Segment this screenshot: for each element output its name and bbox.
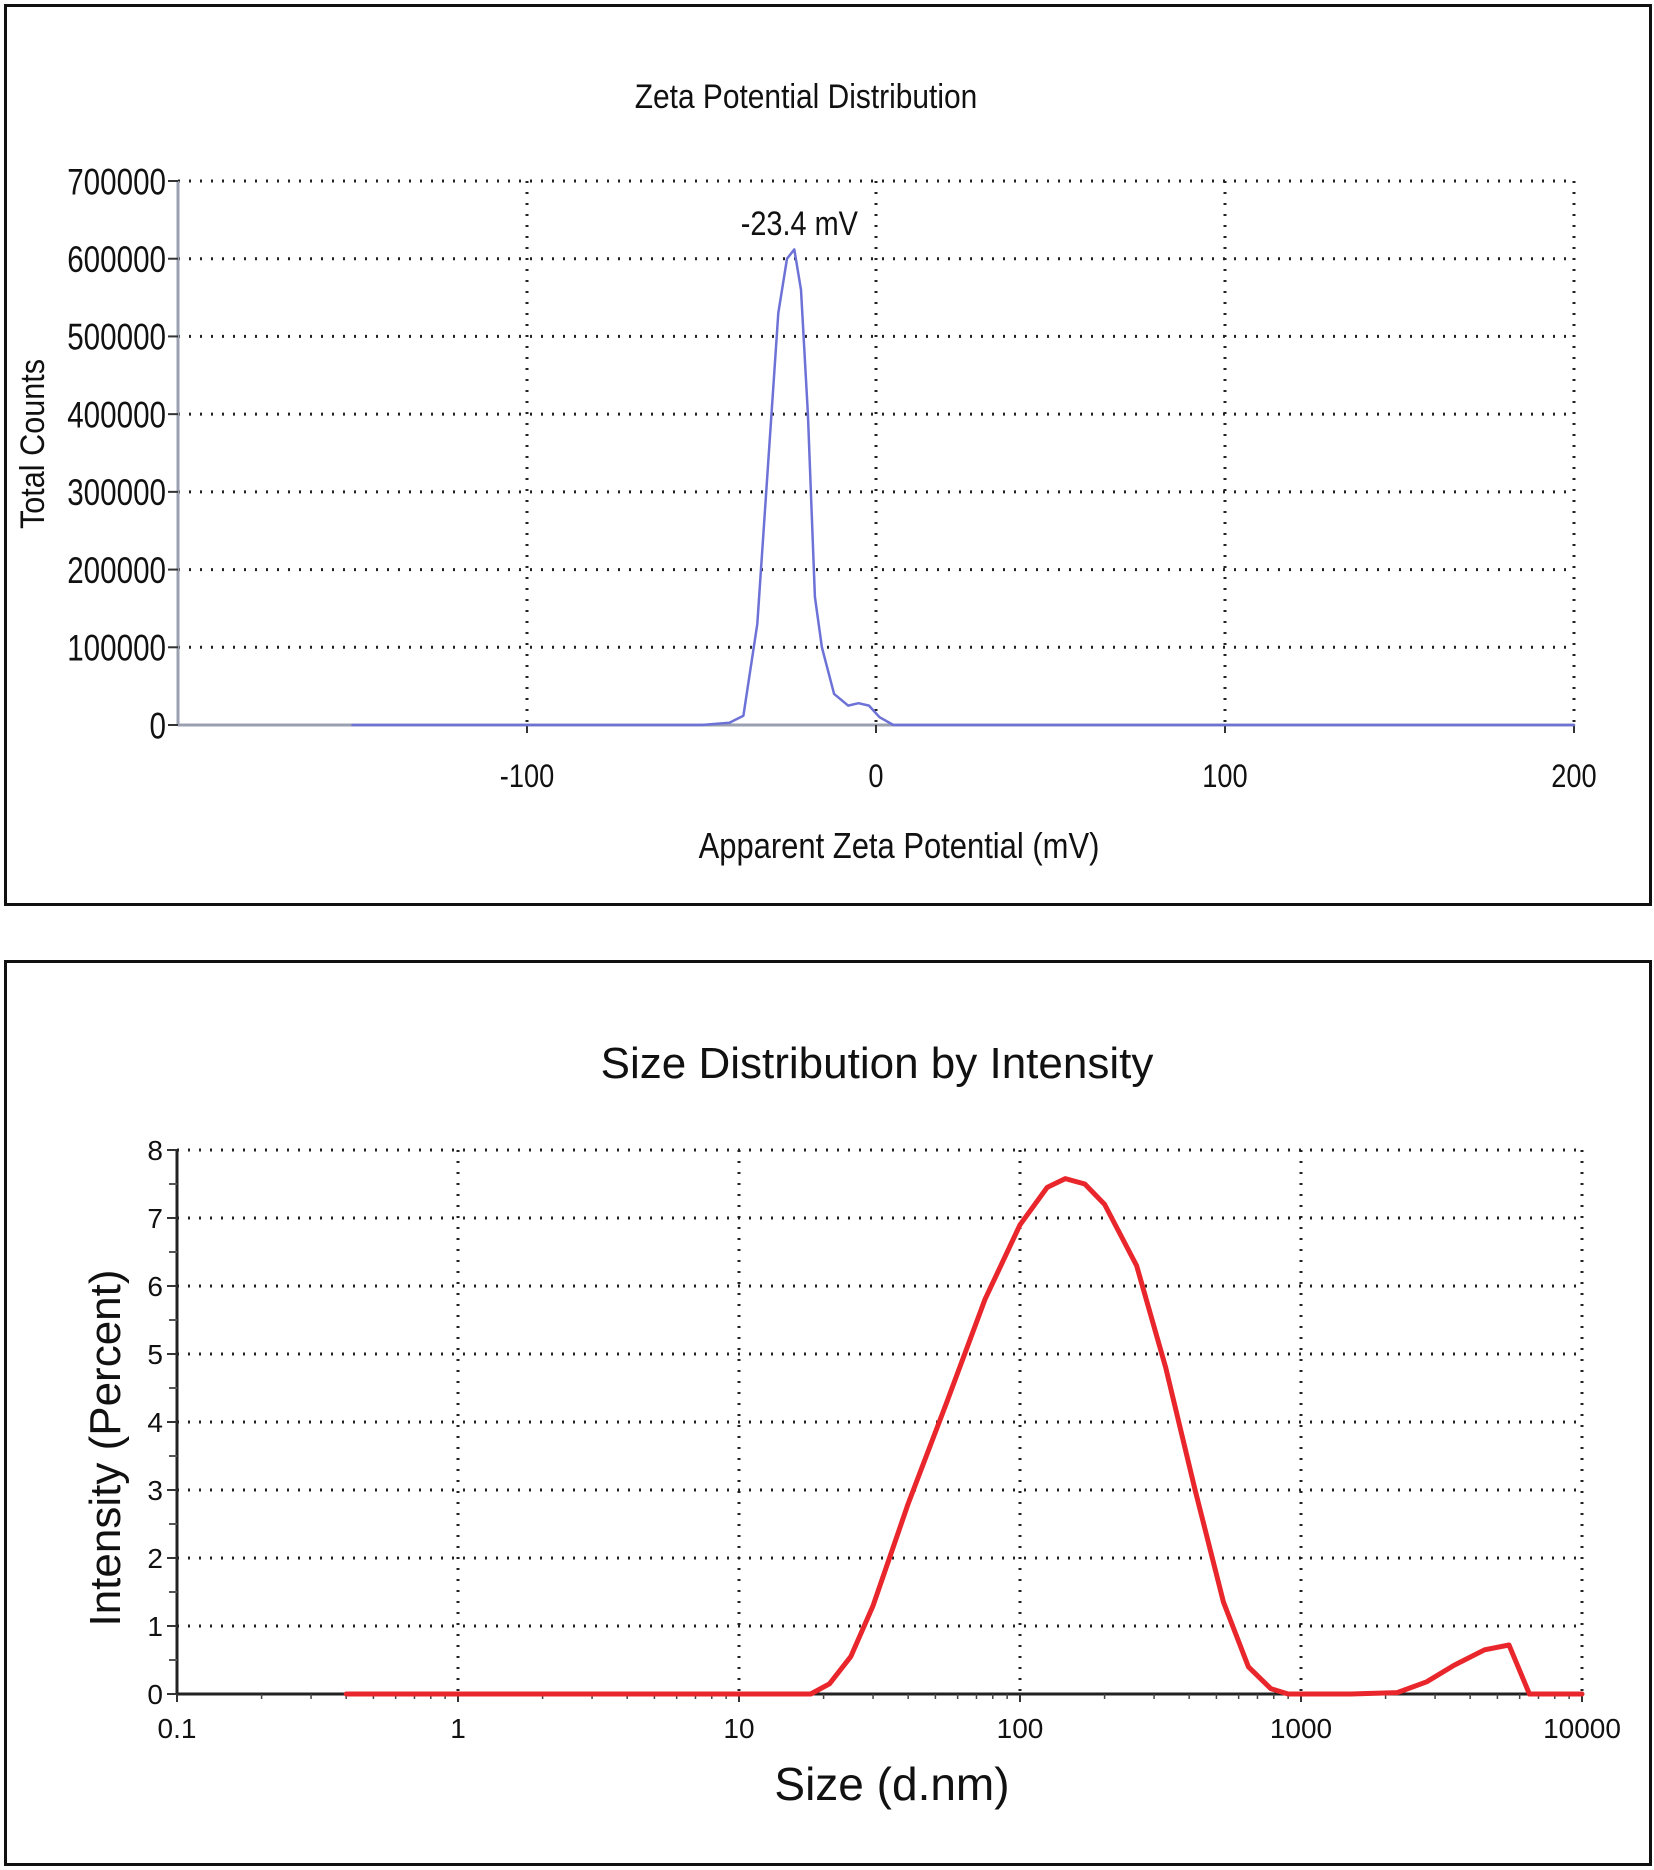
x-tick-label: 0 bbox=[868, 759, 883, 795]
y-tick-label: 6 bbox=[147, 1271, 163, 1302]
y-tick-label: 8 bbox=[147, 1135, 163, 1166]
zeta-plot-area: 0 100000 200000 300000 400000 500000 600000 700… bbox=[67, 162, 1596, 794]
data-series-line bbox=[343, 1176, 1585, 1697]
x-tick-label: 0.1 bbox=[158, 1713, 197, 1744]
y-tick-label: 5 bbox=[147, 1339, 163, 1370]
y-tick-label: 2 bbox=[147, 1543, 163, 1574]
x-tick-label: 1000 bbox=[1270, 1713, 1332, 1744]
y-tick-label: 1 bbox=[147, 1611, 163, 1642]
y-tick-label: 3 bbox=[147, 1475, 163, 1506]
y-tick-label: 100000 bbox=[67, 629, 166, 670]
size-y-axis-label: Intensity (Percent) bbox=[81, 1269, 130, 1626]
y-tick-label: 200000 bbox=[67, 551, 166, 592]
zeta-peak-annotation: -23.4 mV bbox=[741, 204, 858, 243]
y-tick-label: 500000 bbox=[67, 318, 166, 359]
size-chart-title: Size Distribution by Intensity bbox=[601, 1039, 1154, 1088]
x-tick-label: -100 bbox=[500, 759, 554, 795]
zeta-y-axis-label: Total Counts bbox=[14, 359, 52, 529]
y-tick-label: 300000 bbox=[67, 473, 166, 514]
x-tick-label: 10000 bbox=[1543, 1713, 1621, 1744]
x-tick-label: 10 bbox=[723, 1713, 754, 1744]
y-tick-label: 400000 bbox=[67, 395, 166, 436]
x-tick-label: 100 bbox=[1202, 759, 1247, 795]
y-tick-label: 600000 bbox=[67, 240, 166, 281]
data-series-line bbox=[351, 248, 1576, 727]
y-tick-label: 700000 bbox=[67, 162, 166, 203]
size-chart-panel bbox=[4, 960, 1652, 1866]
y-tick-label: 4 bbox=[147, 1407, 163, 1438]
x-tick-label: 200 bbox=[1551, 759, 1596, 795]
y-tick-label: 0 bbox=[150, 706, 166, 747]
y-tick-label: 0 bbox=[147, 1679, 163, 1710]
size-x-axis-label: Size (d.nm) bbox=[774, 1758, 1009, 1810]
x-tick-label: 100 bbox=[997, 1713, 1044, 1744]
zeta-chart-panel bbox=[4, 4, 1652, 906]
size-plot-area: 0 1 2 3 4 5 6 7 8 0.1 1 10 100 1000 10000 bbox=[147, 1135, 1621, 1744]
zeta-x-axis-label: Apparent Zeta Potential (mV) bbox=[699, 827, 1100, 867]
zeta-chart-title: Zeta Potential Distribution bbox=[635, 77, 977, 115]
x-tick-label: 1 bbox=[450, 1713, 466, 1744]
y-tick-label: 7 bbox=[147, 1203, 163, 1234]
